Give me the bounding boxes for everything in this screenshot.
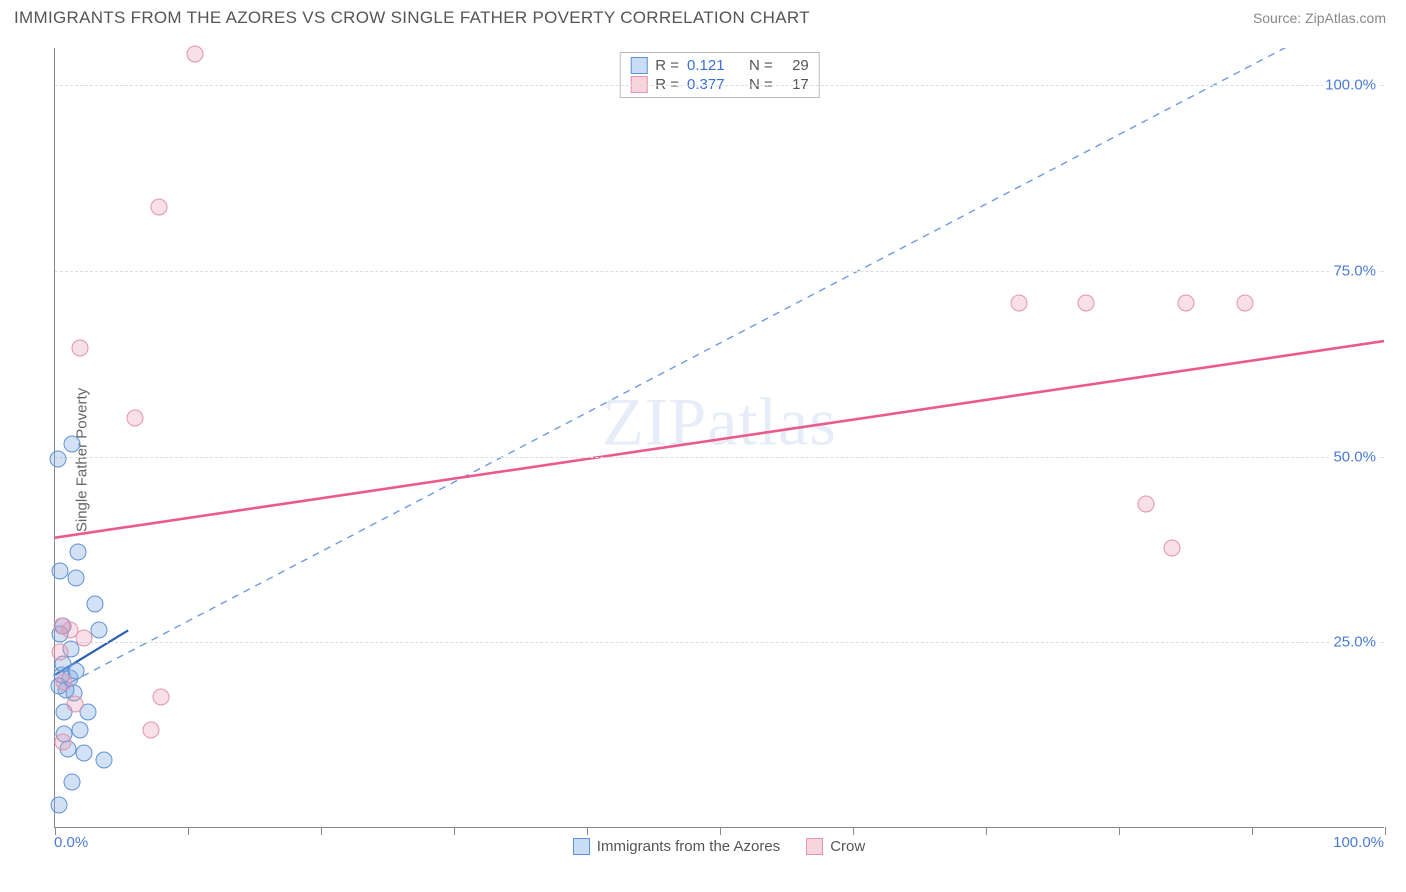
gridline — [55, 85, 1384, 86]
y-tick-label: 75.0% — [1331, 262, 1378, 279]
series-legend: Immigrants from the Azores Crow — [54, 834, 1384, 858]
data-point — [72, 339, 89, 356]
r-label: R = — [655, 57, 679, 74]
data-point — [66, 696, 83, 713]
gridline — [55, 271, 1384, 272]
n-value: 29 — [781, 57, 809, 74]
chart-title: IMMIGRANTS FROM THE AZORES VS CROW SINGL… — [14, 8, 810, 28]
data-point — [54, 733, 71, 750]
data-point — [1177, 295, 1194, 312]
data-point — [1077, 295, 1094, 312]
data-point — [96, 752, 113, 769]
r-value: 0.121 — [687, 57, 741, 74]
trend-lines — [55, 48, 1384, 827]
data-point — [90, 622, 107, 639]
legend-swatch — [806, 838, 823, 855]
data-point — [1011, 295, 1028, 312]
chart-area: Single Father Poverty ZIPatlas R =0.121N… — [14, 38, 1392, 882]
legend-label: Crow — [830, 838, 865, 855]
watermark: ZIPatlas — [602, 382, 837, 461]
chart-header: IMMIGRANTS FROM THE AZORES VS CROW SINGL… — [0, 0, 1406, 34]
gridline — [55, 642, 1384, 643]
chart-source: Source: ZipAtlas.com — [1253, 10, 1386, 26]
data-point — [64, 436, 81, 453]
n-label: N = — [749, 57, 773, 74]
data-point — [68, 570, 85, 587]
data-point — [186, 46, 203, 63]
data-point — [52, 562, 69, 579]
legend-swatch — [630, 57, 647, 74]
data-point — [69, 544, 86, 561]
legend-item: Crow — [806, 834, 865, 858]
y-tick-label: 25.0% — [1331, 634, 1378, 651]
x-tick — [1385, 827, 1386, 835]
data-point — [126, 410, 143, 427]
data-point — [1137, 495, 1154, 512]
legend-swatch — [573, 838, 590, 855]
gridline — [55, 457, 1384, 458]
legend-label: Immigrants from the Azores — [597, 838, 780, 855]
stats-legend-row: R = 0.121 N = 29 — [630, 56, 809, 75]
data-point — [153, 689, 170, 706]
data-point — [56, 674, 73, 691]
data-point — [49, 451, 66, 468]
plot-region: ZIPatlas R =0.121N =29R =0.377N =17 25.0… — [54, 48, 1384, 828]
data-point — [52, 644, 69, 661]
data-point — [72, 722, 89, 739]
stats-legend: R =0.121N =29R =0.377N =17 — [619, 52, 820, 98]
data-point — [76, 744, 93, 761]
data-point — [64, 774, 81, 791]
y-tick-label: 50.0% — [1331, 448, 1378, 465]
data-point — [53, 618, 70, 635]
data-point — [1237, 295, 1254, 312]
data-point — [1164, 540, 1181, 557]
data-point — [86, 596, 103, 613]
data-point — [50, 796, 67, 813]
data-point — [150, 198, 167, 215]
data-point — [142, 722, 159, 739]
legend-item: Immigrants from the Azores — [573, 834, 780, 858]
y-tick-label: 100.0% — [1323, 77, 1378, 94]
data-point — [76, 629, 93, 646]
